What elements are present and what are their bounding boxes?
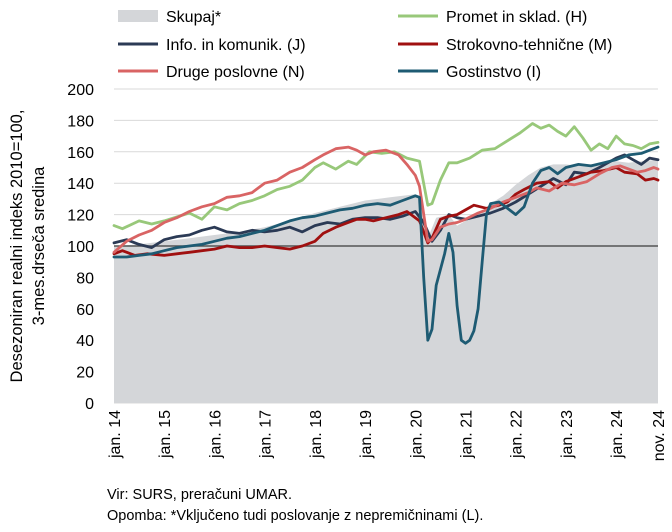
legend-item-promet-in-sklad-h: Promet in sklad. (H) <box>398 9 587 26</box>
x-tick-label-2022-01: jan. 22 <box>509 410 526 459</box>
legend-label-gostinstvo-i: Gostinstvo (I) <box>446 64 541 81</box>
y-axis-label: Desezoniran realni indeks 2010=100, 3-mes… <box>8 110 48 383</box>
legend-label-info-in-komunik-j: Info. in komunik. (J) <box>166 37 306 54</box>
x-tick-label-2024-01: jan. 24 <box>609 410 626 459</box>
x-tick-label-2016-01: jan. 16 <box>207 410 224 459</box>
y-tick-label-100: 100 <box>67 239 94 256</box>
x-tick-label-2021-01: jan. 21 <box>459 410 476 459</box>
legend: Skupaj* Promet in sklad. (H) Info. in komu… <box>118 9 612 81</box>
x-tick-label-2023-01: jan. 23 <box>559 410 576 459</box>
legend-label-strokovno-tehnicne-m: Strokovno-tehnične (M) <box>446 37 612 54</box>
series-line-layer <box>112 122 660 345</box>
x-tick-label-2019-01: jan. 19 <box>358 410 375 459</box>
y-axis-ticks: 0 20 40 60 80 100 120 140 160 180 200 <box>67 82 94 413</box>
legend-label-druge-poslovne-n: Druge poslovne (N) <box>166 64 305 81</box>
series-line-strokovno-tehnicne-m <box>112 166 660 257</box>
x-tick-label-2024-11: nov. 24 <box>651 410 668 461</box>
y-tick-label-120: 120 <box>67 208 94 225</box>
legend-item-skupaj: Skupaj* <box>118 9 221 26</box>
y-tick-label-160: 160 <box>67 145 94 162</box>
legend-item-info-in-komunik-j: Info. in komunik. (J) <box>118 37 306 54</box>
footnote: Opomba: *Vključeno tudi poslovanje z nep… <box>107 508 484 524</box>
y-axis-label-line-1: Desezoniran realni indeks 2010=100, <box>8 110 26 383</box>
legend-item-strokovno-tehnicne-m: Strokovno-tehnične (M) <box>398 37 612 54</box>
series-line-druge-poslovne-n <box>112 145 660 254</box>
legend-item-druge-poslovne-n: Druge poslovne (N) <box>118 64 305 81</box>
x-tick-label-2015-01: jan. 15 <box>157 410 174 459</box>
y-tick-label-180: 180 <box>67 113 94 130</box>
series-line-gostinstvo-i <box>112 145 660 345</box>
series-area-layer <box>114 159 658 403</box>
x-axis-ticks: jan. 14 jan. 15 jan. 16 jan. 17 jan. 18 jan. … <box>107 410 668 461</box>
legend-item-gostinstvo-i: Gostinstvo (I) <box>398 64 541 81</box>
y-tick-label-60: 60 <box>76 302 94 319</box>
x-tick-label-2018-01: jan. 18 <box>308 410 325 459</box>
y-tick-label-20: 20 <box>76 365 94 382</box>
legend-swatch-skupaj <box>118 10 158 22</box>
x-tick-label-2020-01: jan. 20 <box>408 410 425 459</box>
y-tick-label-140: 140 <box>67 176 94 193</box>
y-tick-label-200: 200 <box>67 82 94 99</box>
legend-label-promet-in-sklad-h: Promet in sklad. (H) <box>446 9 587 26</box>
y-tick-label-0: 0 <box>85 396 94 413</box>
y-tick-label-80: 80 <box>76 270 94 287</box>
x-tick-label-2014-01: jan. 14 <box>107 410 124 459</box>
source-note: Vir: SURS, preračuni UMAR. <box>107 487 293 503</box>
series-area-skupaj <box>114 159 658 403</box>
series-line-promet-in-sklad-h <box>112 122 660 231</box>
legend-label-skupaj: Skupaj* <box>166 9 221 26</box>
x-tick-label-2017-01: jan. 17 <box>258 410 275 459</box>
y-axis-label-line-2: 3-mes.drseča sredina <box>30 166 48 325</box>
y-tick-label-40: 40 <box>76 333 94 350</box>
